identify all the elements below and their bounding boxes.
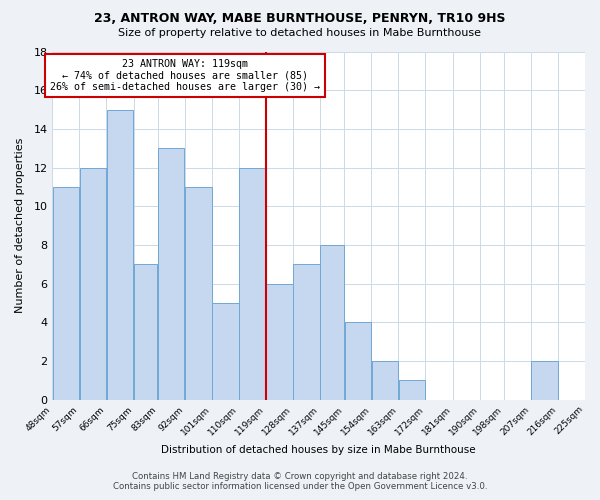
Bar <box>80 168 106 400</box>
Bar <box>53 187 79 400</box>
Y-axis label: Number of detached properties: Number of detached properties <box>15 138 25 314</box>
Text: Size of property relative to detached houses in Mabe Burnthouse: Size of property relative to detached ho… <box>119 28 482 38</box>
Text: 23 ANTRON WAY: 119sqm
← 74% of detached houses are smaller (85)
26% of semi-deta: 23 ANTRON WAY: 119sqm ← 74% of detached … <box>50 59 320 92</box>
Bar <box>266 284 293 400</box>
Bar <box>531 361 557 400</box>
Bar <box>158 148 184 400</box>
Bar <box>371 361 398 400</box>
Bar <box>320 245 344 400</box>
X-axis label: Distribution of detached houses by size in Mabe Burnthouse: Distribution of detached houses by size … <box>161 445 476 455</box>
Bar <box>344 322 371 400</box>
Bar <box>134 264 157 400</box>
Text: Contains HM Land Registry data © Crown copyright and database right 2024.
Contai: Contains HM Land Registry data © Crown c… <box>113 472 487 491</box>
Bar <box>212 303 239 400</box>
Bar <box>107 110 133 400</box>
Bar <box>239 168 266 400</box>
Bar <box>398 380 425 400</box>
Bar <box>293 264 320 400</box>
Bar <box>185 187 212 400</box>
Text: 23, ANTRON WAY, MABE BURNTHOUSE, PENRYN, TR10 9HS: 23, ANTRON WAY, MABE BURNTHOUSE, PENRYN,… <box>94 12 506 26</box>
